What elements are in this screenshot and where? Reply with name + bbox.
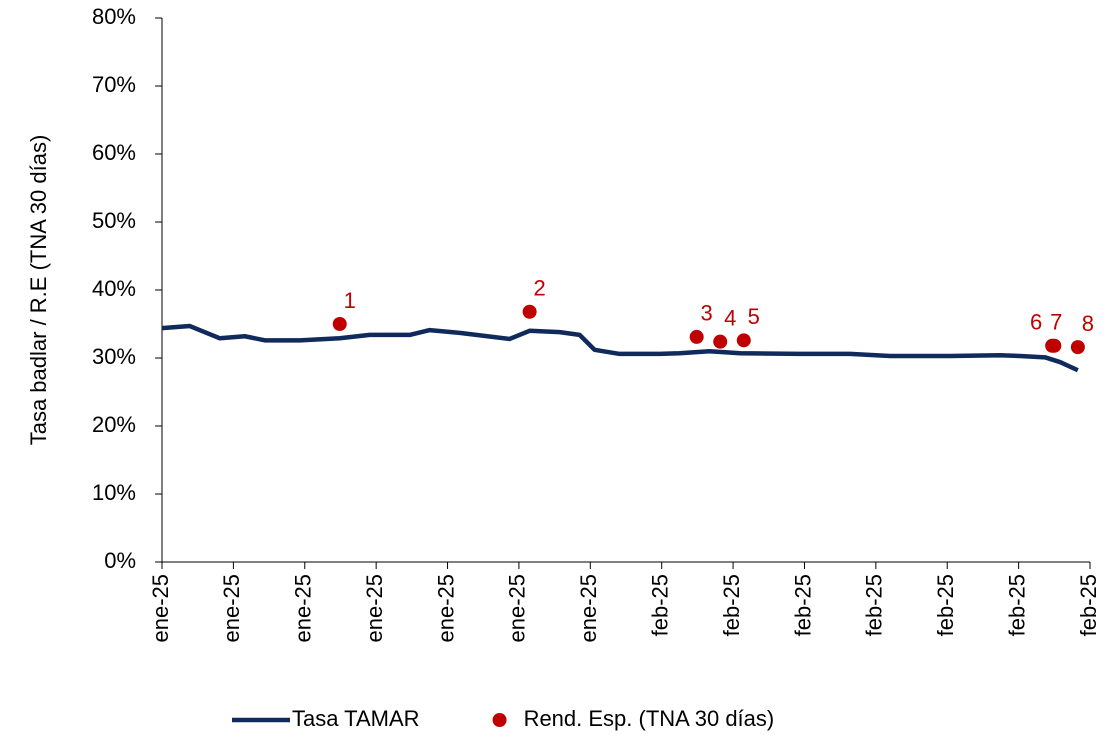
x-tick-label: ene-25: [505, 574, 530, 643]
point: [689, 329, 704, 344]
x-tick-label: ene-25: [148, 574, 173, 643]
legend-dot: [492, 713, 507, 727]
line-series: [161, 323, 1079, 373]
y-tick-label: 0%: [104, 548, 136, 573]
point-label: 1: [344, 288, 356, 313]
y-tick-label: 30%: [92, 344, 136, 369]
y-tick-label: 60%: [92, 140, 136, 165]
point: [713, 334, 728, 349]
point-label: 6: [1030, 310, 1042, 335]
x-tick-label: ene-25: [219, 574, 244, 643]
legend-label: Rend. Esp. (TNA 30 días): [524, 706, 775, 731]
x-tick-label: feb-25: [648, 574, 673, 636]
point-label: 7: [1050, 310, 1062, 335]
x-tick-label: ene-25: [291, 574, 316, 643]
x-tick-label: feb-25: [790, 574, 815, 636]
y-tick-label: 10%: [92, 480, 136, 505]
y-tick-label: 40%: [92, 276, 136, 301]
point: [332, 317, 347, 331]
y-tick-label: 50%: [92, 208, 136, 233]
point-label: 3: [701, 301, 713, 326]
x-tick-label: feb-25: [862, 574, 887, 636]
x-tick-label: ene-25: [576, 574, 601, 643]
point-label: 8: [1082, 311, 1094, 336]
point-label: 4: [724, 305, 736, 330]
point: [522, 304, 537, 319]
point: [736, 333, 751, 348]
x-tick-label: ene-25: [433, 574, 458, 643]
legend-label: Tasa TAMAR: [292, 706, 420, 731]
y-axis-label: Tasa badlar / R.E (TNA 30 días): [26, 135, 51, 446]
point-label: 2: [534, 276, 546, 301]
x-tick-label: feb-25: [933, 574, 958, 636]
point: [1047, 338, 1062, 353]
y-tick-label: 80%: [92, 4, 136, 29]
x-tick-label: feb-25: [719, 574, 744, 636]
x-tick-label: ene-25: [362, 574, 387, 643]
y-tick-label: 20%: [92, 412, 136, 437]
x-tick-label: feb-25: [1076, 574, 1101, 636]
y-tick-label: 70%: [92, 72, 136, 97]
point: [1070, 340, 1085, 355]
point-label: 5: [748, 304, 760, 329]
x-tick-label: feb-25: [1004, 574, 1029, 636]
